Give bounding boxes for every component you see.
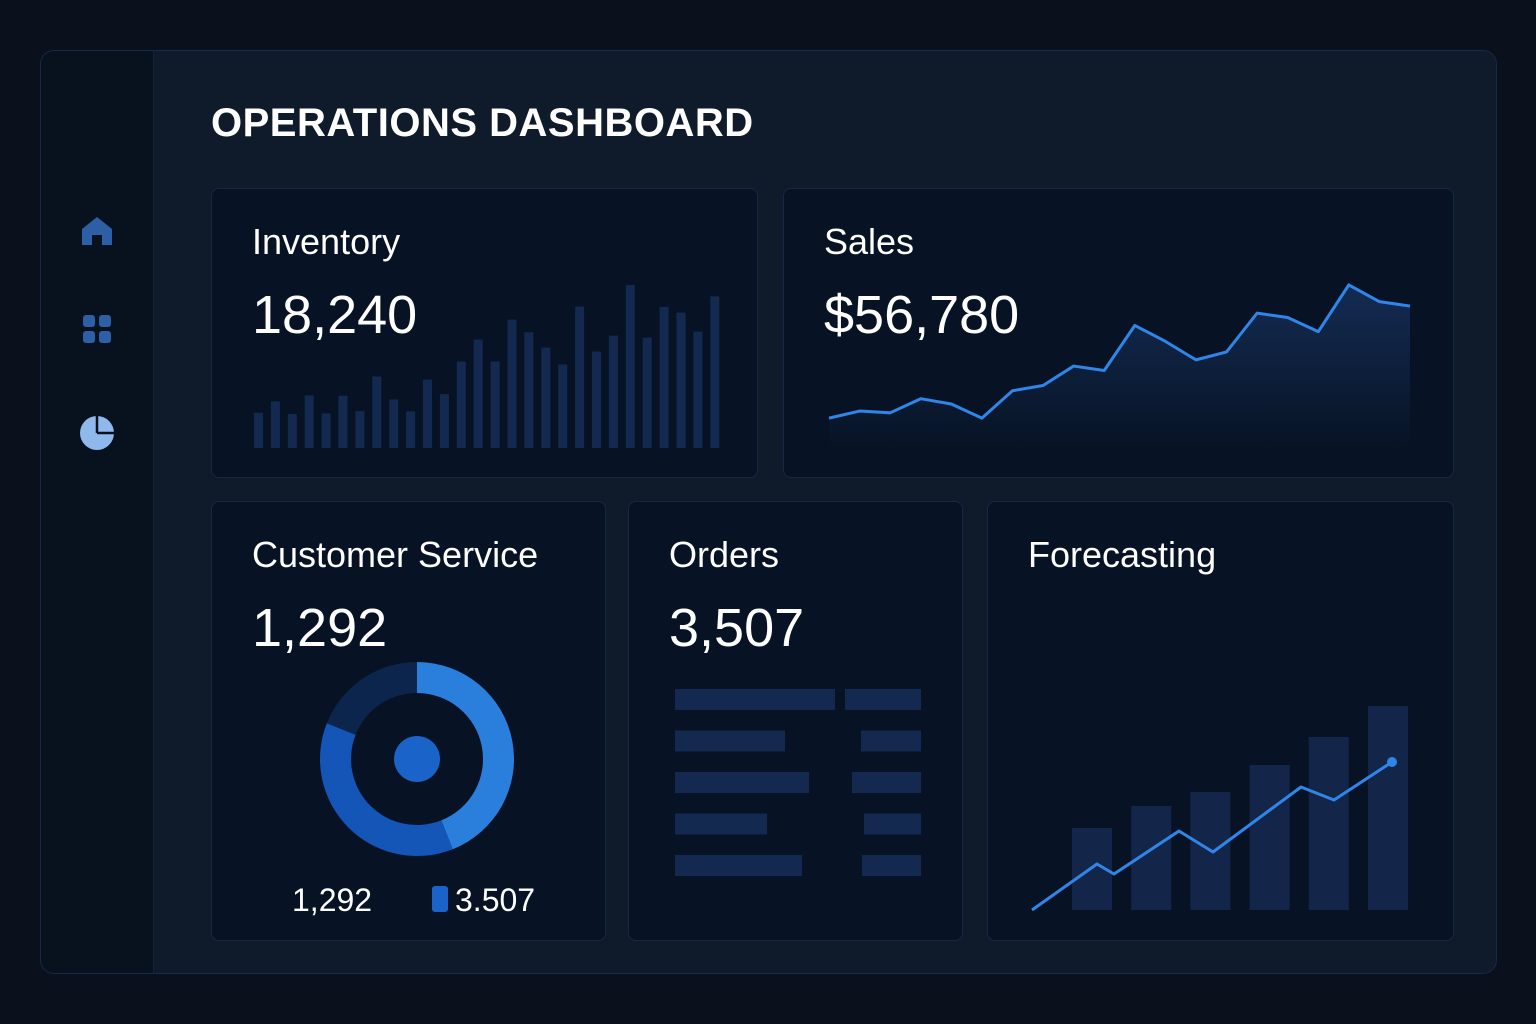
inventory-bar (304, 395, 314, 448)
sales-label: Sales (824, 221, 915, 262)
orders-label: Orders (669, 534, 780, 575)
sidebar (41, 51, 154, 973)
forecasting-card[interactable]: Forecasting (987, 501, 1454, 941)
inventory-label: Inventory (252, 221, 401, 262)
customer-service-card[interactable]: Customer Service 1,292 1,292 3.507 (211, 501, 606, 941)
inventory-bar (372, 376, 382, 448)
order-row-value-bar (861, 730, 921, 752)
order-row-value-bar (862, 855, 921, 876)
sales-line (828, 283, 1411, 420)
inventory-bar (710, 296, 720, 448)
legend-value-2: 3.507 (455, 882, 536, 918)
pie-chart-icon[interactable] (79, 415, 115, 451)
donut-center (394, 736, 440, 782)
order-row-value-bar (852, 772, 921, 793)
inventory-bar (592, 351, 601, 448)
forecast-bar (1308, 737, 1349, 910)
order-row-value-bar (845, 689, 921, 710)
forecast-endpoint (1387, 757, 1397, 767)
inventory-bar (693, 331, 703, 448)
inventory-bar (456, 361, 466, 448)
inventory-bar (406, 411, 416, 448)
inventory-bar (321, 413, 331, 448)
inventory-bar (355, 411, 365, 448)
inventory-value: 18,240 (252, 285, 418, 345)
forecasting-label: Forecasting (1028, 534, 1217, 575)
grid-icon[interactable] (79, 311, 115, 347)
inventory-bar (490, 361, 500, 448)
home-icon[interactable] (79, 213, 115, 249)
inventory-bar (524, 332, 534, 448)
customer-service-label: Customer Service (252, 534, 539, 575)
inventory-bar (423, 379, 432, 448)
inventory-bar (659, 306, 669, 448)
inventory-bar (473, 339, 483, 448)
sales-value: $56,780 (824, 285, 1020, 345)
inventory-bar (642, 337, 652, 448)
donut-segment (326, 662, 417, 735)
inventory-bar (389, 399, 399, 448)
orders-value: 3,507 (669, 598, 805, 658)
inventory-bar (338, 395, 348, 448)
inventory-bar (507, 319, 517, 448)
inventory-card[interactable]: Inventory 18,240 (211, 188, 758, 478)
inventory-bar (287, 414, 297, 448)
forecasting-chart (1031, 706, 1408, 912)
order-row-bar (675, 813, 767, 835)
forecast-bar (1249, 765, 1290, 910)
order-row-bar (675, 689, 835, 710)
inventory-bar (439, 394, 449, 448)
dashboard-window: OPERATIONS DASHBOARD Inventory 18,240 Sa… (40, 50, 1497, 974)
orders-card[interactable]: Orders 3,507 (628, 501, 963, 941)
inventory-bar (558, 364, 568, 448)
customer-service-donut (320, 662, 514, 856)
sales-area (829, 284, 1410, 449)
inventory-bar (676, 312, 686, 448)
inventory-bar (254, 412, 263, 448)
sales-card[interactable]: Sales $56,780 (783, 188, 1454, 478)
inventory-bar (541, 347, 551, 448)
sales-line-chart (828, 283, 1411, 449)
inventory-bar (270, 401, 280, 448)
page-title: OPERATIONS DASHBOARD (211, 101, 754, 145)
inventory-bar (575, 306, 585, 448)
customer-service-value: 1,292 (252, 598, 388, 658)
order-row-bar (675, 772, 809, 793)
order-row-bar (675, 855, 802, 876)
forecast-line (1031, 760, 1393, 912)
inventory-bar (625, 285, 635, 448)
donut-segment (417, 662, 514, 850)
legend-value-1: 1,292 (292, 882, 373, 918)
donut-segment (320, 723, 453, 856)
order-row-bar (675, 730, 785, 752)
inventory-bar-chart (254, 285, 720, 448)
order-row-value-bar (864, 813, 921, 835)
forecast-bar (1368, 706, 1408, 910)
legend-swatch (432, 886, 448, 912)
orders-table (675, 689, 921, 876)
inventory-bar (608, 335, 618, 448)
